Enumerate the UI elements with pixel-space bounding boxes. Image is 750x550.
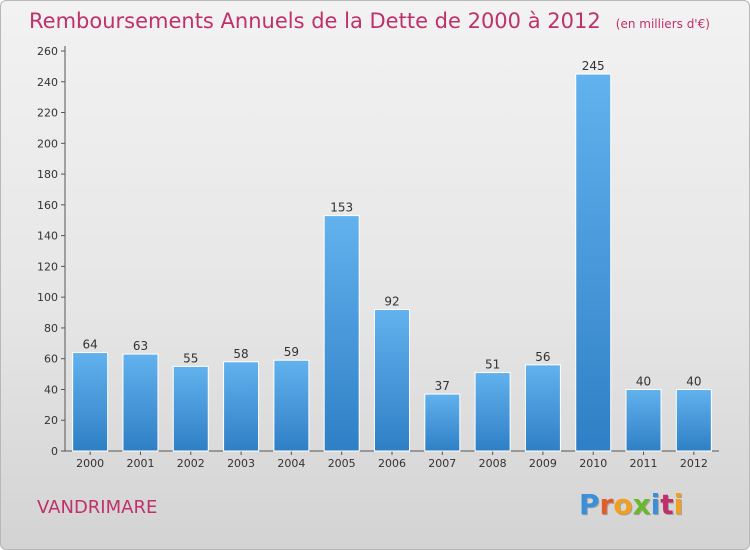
logo-letter: i <box>673 488 684 521</box>
y-tick-label: 80 <box>44 322 58 335</box>
y-tick-label: 60 <box>44 353 58 366</box>
bar-value-label: 40 <box>636 374 651 388</box>
bar-value-label: 245 <box>582 59 605 73</box>
logo-letter: P <box>579 488 600 521</box>
y-tick-label: 120 <box>37 260 58 273</box>
x-tick-label: 2002 <box>177 457 205 470</box>
bar-value-label: 37 <box>435 379 450 393</box>
x-tick-label: 2010 <box>579 457 607 470</box>
y-tick-label: 140 <box>37 230 58 243</box>
bar-value-label: 92 <box>384 294 399 308</box>
bar-value-label: 153 <box>330 201 353 215</box>
chart-bars: 64 63 55 58 59 153 92 37 51 56 245 40 40 <box>72 59 712 452</box>
y-tick-label: 100 <box>37 291 58 304</box>
y-tick-label: 0 <box>51 445 58 458</box>
x-tick-label: 2006 <box>378 457 406 470</box>
bar-2001 <box>122 353 159 452</box>
y-tick-label: 260 <box>37 45 58 58</box>
y-tick-label: 160 <box>37 199 58 212</box>
y-tick-label: 200 <box>37 137 58 150</box>
bar-value-label: 40 <box>686 374 701 388</box>
proxiti-logo: Proxiti <box>579 488 683 521</box>
bar-value-label: 58 <box>233 347 248 361</box>
logo-letter: o <box>613 488 633 521</box>
bar-2010 <box>575 73 612 452</box>
x-tick-label: 2007 <box>428 457 456 470</box>
y-tick-label: 220 <box>37 107 58 120</box>
bar-2002 <box>172 365 209 452</box>
x-tick-label: 2011 <box>630 457 658 470</box>
logo-letter: x <box>632 488 651 521</box>
bar-2007 <box>424 393 461 452</box>
bar-value-label: 64 <box>83 338 98 352</box>
x-tick-label: 2004 <box>277 457 305 470</box>
commune-name: VANDRIMARE <box>37 497 158 518</box>
logo-letter: t <box>660 488 674 521</box>
bar-2004 <box>273 359 310 452</box>
bar-2012 <box>675 388 712 452</box>
bar-2000 <box>72 352 109 452</box>
chart-unit-note: (en milliers d'€) <box>615 17 710 31</box>
bar-2003 <box>223 361 260 452</box>
y-tick-label: 180 <box>37 168 58 181</box>
x-tick-label: 2000 <box>76 457 104 470</box>
bar-value-label: 55 <box>183 351 198 365</box>
x-tick-label: 2008 <box>479 457 507 470</box>
bar-2006 <box>374 308 410 452</box>
x-tick-label: 2001 <box>126 457 154 470</box>
bar-2011 <box>625 388 662 452</box>
x-tick-label: 2003 <box>227 457 255 470</box>
bar-2008 <box>474 372 511 452</box>
chart-title: Remboursements Annuels de la Dette de 20… <box>29 9 601 33</box>
x-tick-label: 2009 <box>529 457 557 470</box>
x-tick-label: 2005 <box>328 457 356 470</box>
bar-2005 <box>323 215 360 452</box>
bar-value-label: 63 <box>133 339 148 353</box>
x-tick-label: 2012 <box>680 457 708 470</box>
bar-value-label: 59 <box>284 345 299 359</box>
y-tick-label: 20 <box>44 414 58 427</box>
chart-axes: 0 20 40 60 80 100 120 140 160 180 200 220 240 260 2000… <box>37 45 719 470</box>
logo-letter: r <box>599 488 614 521</box>
y-tick-label: 240 <box>37 76 58 89</box>
bar-2009 <box>524 364 561 452</box>
y-tick-label: 40 <box>44 383 58 396</box>
logo-letter: i <box>650 488 661 521</box>
bar-value-label: 51 <box>485 358 500 372</box>
chart-title-block: Remboursements Annuels de la Dette de 20… <box>29 9 710 33</box>
bar-value-label: 56 <box>535 350 550 364</box>
